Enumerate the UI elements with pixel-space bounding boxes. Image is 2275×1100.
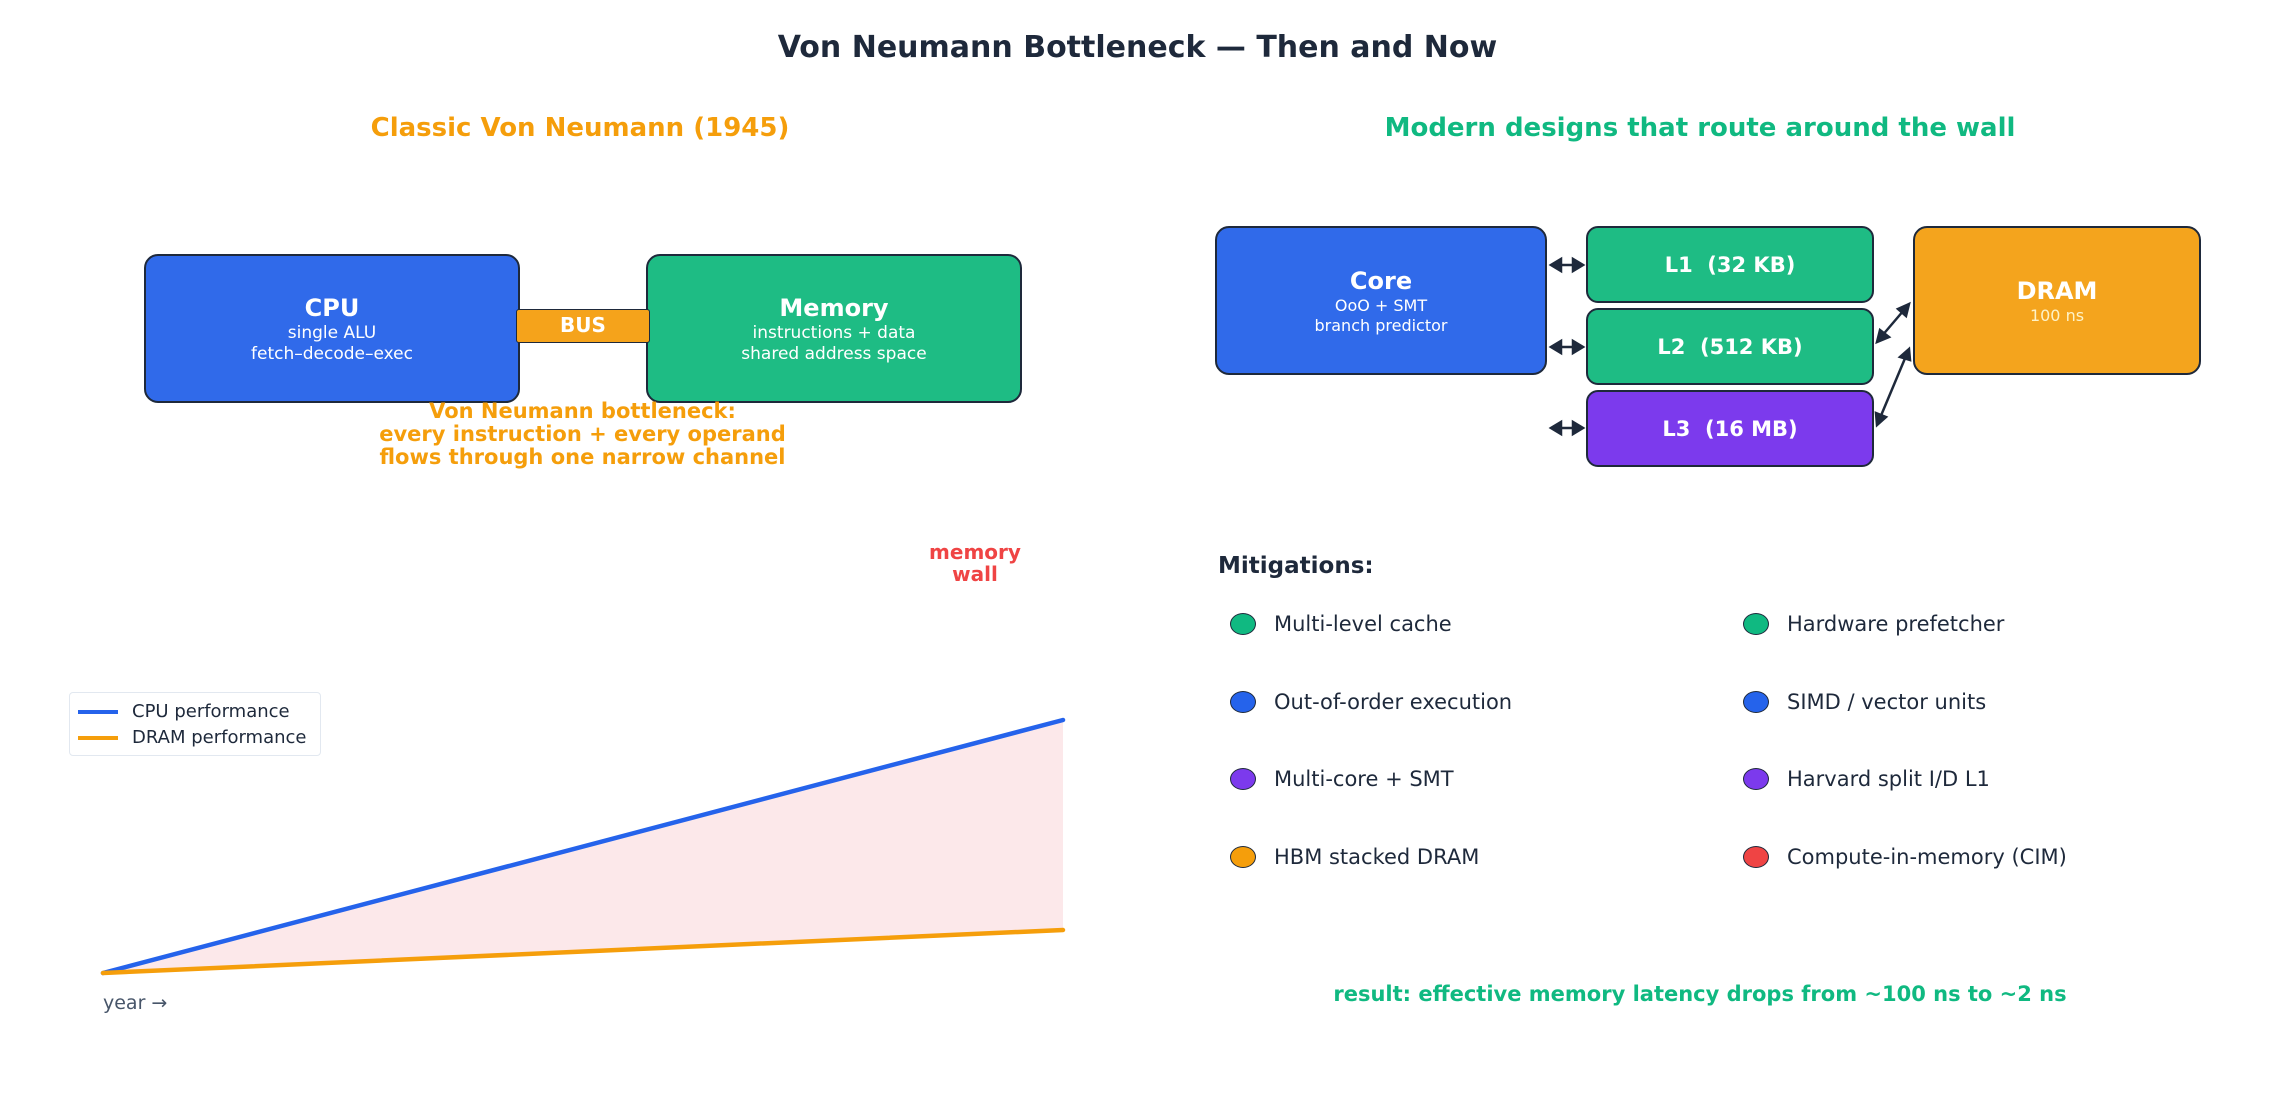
mitigation-dot-icon [1743,691,1769,713]
core-box: Core OoO + SMT branch predictor [1215,226,1547,375]
mitigation-dot-icon [1230,768,1256,790]
dram-performance-line [100,927,1066,976]
l3-label: L3 (16 MB) [1662,416,1798,441]
mitigation-item: SIMD / vector units [1743,687,1986,717]
l2-cache-box: L2 (512 KB) [1586,308,1874,385]
l1-label: L1 (32 KB) [1664,252,1796,277]
legend-entry-dram: DRAM performance [78,727,306,748]
cpu-performance-line [100,717,1066,976]
mitigation-label: Compute-in-memory (CIM) [1787,845,2067,869]
core-line2: branch predictor [1314,315,1448,335]
l3-cache-box: L3 (16 MB) [1586,390,1874,467]
l1-cache-box: L1 (32 KB) [1586,226,1874,303]
core-title: Core [1349,266,1413,295]
memory-line2: shared address space [741,343,927,364]
mitigation-label: HBM stacked DRAM [1274,845,1480,869]
dram-box: DRAM 100 ns [1913,226,2201,375]
legend-label-cpu: CPU performance [132,701,290,722]
main-title: Von Neumann Bottleneck — Then and Now [777,30,1498,65]
memory-line1: instructions + data [752,322,916,343]
bottleneck-note: Von Neumann bottleneck: every instructio… [330,400,835,469]
memory-title: Memory [779,293,889,322]
x-axis-label: year → [103,992,168,1014]
mitigation-item: Multi-core + SMT [1230,764,1454,794]
mitigation-label: Out-of-order execution [1274,690,1513,714]
bottleneck-note-line1: Von Neumann bottleneck: [429,399,736,423]
mitigations-heading: Mitigations: [1218,553,1374,579]
dram-title: DRAM [2016,276,2098,305]
cpu-title: CPU [304,293,360,322]
memory-wall-annotation: memory wall [915,541,1035,585]
mitigation-item: Harvard split I/D L1 [1743,764,1990,794]
memory-box: Memory instructions + data shared addres… [646,254,1022,403]
mitigation-label: SIMD / vector units [1787,690,1987,714]
l2-label: L2 (512 KB) [1657,334,1803,359]
legend-swatch-dram [78,735,118,740]
dram-latency: 100 ns [2029,305,2085,325]
bottleneck-note-line3: flows through one narrow channel [379,445,786,469]
core-line1: OoO + SMT [1334,295,1428,315]
mitigation-label: Harvard split I/D L1 [1787,767,1990,791]
mitigation-label: Multi-level cache [1274,612,1452,636]
mitigation-label: Multi-core + SMT [1274,767,1454,791]
bottleneck-note-line2: every instruction + every operand [379,422,786,446]
l2-dram-arrow-icon [1875,301,1911,345]
cpu-box: CPU single ALU fetch–decode–exec [144,254,520,403]
bus-connector: BUS [516,309,650,343]
legend-swatch-cpu [78,709,118,714]
right-panel-title: Modern designs that route around the wal… [1384,113,2016,143]
mitigation-dot-icon [1230,613,1256,635]
memory-wall-line1: memory [929,540,1021,564]
mitigation-dot-icon [1743,613,1769,635]
memory-wall-line2: wall [952,562,998,586]
mitigation-dot-icon [1230,691,1256,713]
mitigation-item: Out-of-order execution [1230,687,1512,717]
l3-dram-arrow-icon [1874,346,1912,428]
core-l3-arrow-icon [1548,419,1586,437]
legend-entry-cpu: CPU performance [78,701,290,722]
core-l2-arrow-icon [1548,338,1586,356]
core-l1-arrow-icon [1548,256,1586,274]
mitigation-dot-icon [1743,768,1769,790]
mitigation-item: Multi-level cache [1230,609,1452,639]
mitigation-dot-icon [1230,846,1256,868]
mitigation-label: Hardware prefetcher [1787,612,2005,636]
legend-label-dram: DRAM performance [132,727,307,748]
mitigation-item: Hardware prefetcher [1743,609,2004,639]
chart-legend: CPU performance DRAM performance [69,692,321,756]
mitigation-item: HBM stacked DRAM [1230,842,1479,872]
cpu-line1: single ALU [287,322,377,343]
mitigation-dot-icon [1743,846,1769,868]
cache-arrows [1548,256,1912,437]
mitigation-item: Compute-in-memory (CIM) [1743,842,2067,872]
left-panel-title: Classic Von Neumann (1945) [370,113,790,143]
cpu-line2: fetch–decode–exec [251,343,413,364]
result-note: result: effective memory latency drops f… [1333,982,2067,1006]
